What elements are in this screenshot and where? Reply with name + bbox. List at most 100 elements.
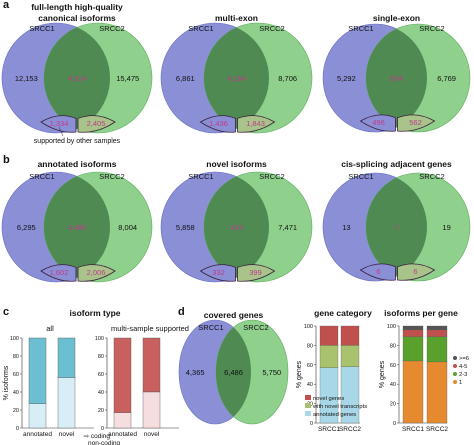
venn-5-title: novel isoforms xyxy=(206,159,267,169)
venn-1-title-line2: canonical isoforms xyxy=(38,13,116,23)
venn-1-supported-right-count: 2,405 xyxy=(87,119,106,128)
venn-6-supported-left xyxy=(359,263,396,281)
venn-4-set1-label: SRCC1 xyxy=(29,172,54,181)
venn-7-overlap-count: 6,486 xyxy=(224,368,243,377)
isoform-type-bar-1-annotated-coding xyxy=(28,337,47,404)
venn-5-overlap-count: 433 xyxy=(230,223,243,232)
venn-7-left-count: 4,365 xyxy=(186,368,205,377)
chart-2-legend-swatch-1 xyxy=(453,364,457,368)
panel-letter-a: a xyxy=(3,0,10,11)
isoform-type-xlabel-2-0: annotated xyxy=(108,431,137,438)
venn-2-set1-label: SRCC1 xyxy=(188,24,213,33)
venn-3-set2-label: SRCC2 xyxy=(419,24,444,33)
venn-1-supported-left-count: 1,334 xyxy=(50,119,69,128)
isoform-type-title: isoform type xyxy=(69,308,120,318)
chart-2-bar-SRCC2-3 xyxy=(426,325,448,331)
venn-6-right-count: 19 xyxy=(442,223,450,232)
venn-2-supported-left xyxy=(199,115,236,133)
venn-4-set2-label: SRCC2 xyxy=(99,172,124,181)
venn-6-set2-label: SRCC2 xyxy=(419,172,444,181)
isoform-type-bar-1-novel-noncoding xyxy=(57,377,76,429)
venn-5-right-count: 7,471 xyxy=(278,223,297,232)
isoform-type-ytick-label-1-0: 0 xyxy=(16,426,19,432)
chart-2-ylabel: % genes xyxy=(379,360,386,388)
chart-1-bar-SRCC2-2 xyxy=(340,325,360,346)
chart-2-ytick-label-5: 100 xyxy=(387,324,396,330)
venn-2-supported-left-count: 1,436 xyxy=(209,119,228,128)
panel-letter-c: c xyxy=(3,306,9,318)
venn-2-overlap-count: 4,264 xyxy=(227,74,246,83)
isoform-type-ytick-label-1-5: 100 xyxy=(10,336,19,342)
venn-5 xyxy=(160,171,313,283)
isoform-type-bar-2-novel-coding xyxy=(142,337,161,393)
venn-6-set1-label: SRCC1 xyxy=(348,172,373,181)
venn-4-supported-right xyxy=(77,264,116,282)
venn-4-overlap xyxy=(44,172,110,282)
venn-4-overlap-count: 4,485 xyxy=(68,223,87,232)
chart-1-legend-swatch-1 xyxy=(305,403,311,408)
venn-5-left-count: 5,858 xyxy=(176,223,195,232)
venn-6-supported-right-count: 6 xyxy=(413,267,417,276)
isoform-type-ytick-label-1-2: 40 xyxy=(13,390,19,396)
chart-2-legend-label-2: 2-3 xyxy=(459,372,467,378)
isoform-type-bar-1-novel-coding xyxy=(57,337,76,378)
venn-3-set1-label: SRCC1 xyxy=(348,24,373,33)
panel-letter-b: b xyxy=(3,154,10,166)
chart-2-bar-SRCC1-2 xyxy=(402,329,424,337)
venn-7-set1-label: SRCC1 xyxy=(198,323,223,332)
venn-3-supported-left-count: 496 xyxy=(372,118,385,127)
venn-6-overlap xyxy=(366,173,427,281)
isoform-type-ytick-label-1-1: 20 xyxy=(13,408,19,414)
venn-1-title: full-length high-quality xyxy=(31,2,123,12)
venn-4-supported-left xyxy=(40,264,77,282)
isoform-type-ylabel: % isoforms xyxy=(3,365,10,400)
chart-2-bar-SRCC1-0 xyxy=(402,360,424,424)
venn-3-supported-right xyxy=(397,114,436,132)
chart-1-title: gene category xyxy=(314,308,372,318)
venn-4-supported-right-count: 2,006 xyxy=(87,268,106,277)
venn-1-right-count: 15,475 xyxy=(116,74,139,83)
venn-1-overlap-count: 4,914 xyxy=(68,74,87,83)
venn-1 xyxy=(1,22,153,137)
isoform-type-legend-coding: ⇨ coding xyxy=(84,433,111,440)
isoform-type-bar-2-novel-noncoding xyxy=(142,391,161,429)
chart-2-bar-SRCC1-1 xyxy=(402,336,424,362)
venn-3-supported-left xyxy=(359,114,396,132)
venn-5-supported-left xyxy=(199,264,236,282)
panel-letter-d: d xyxy=(178,306,185,318)
venn-6-overlap-count: 7 xyxy=(394,223,398,232)
chart-2-legend-label-0: >=6 xyxy=(459,356,469,362)
chart-1-bar-SRCC1-1 xyxy=(319,345,339,368)
isoform-type-group-2-title: multi-sample supported xyxy=(111,324,189,333)
venn-7-right-count: 5,750 xyxy=(262,368,281,377)
chart-2-bar-SRCC2-2 xyxy=(426,329,448,337)
chart-1-legend-label-0: novel genes xyxy=(313,396,344,402)
venn-7-title: covered genes xyxy=(204,310,264,320)
venn-1-left-count: 12,153 xyxy=(15,74,38,83)
chart-2-bar-SRCC1-3 xyxy=(402,325,424,331)
venn-5-supported-right xyxy=(237,264,276,282)
venn-1-supported-right xyxy=(77,115,116,133)
venn-5-supported-left-count: 332 xyxy=(212,268,225,277)
venn-1-overlap xyxy=(44,23,110,133)
chart-2-legend-label-1: 4-5 xyxy=(459,364,467,370)
venn-3-left-count: 5,292 xyxy=(337,74,356,83)
chart-1-ytick-label-0: 0 xyxy=(310,421,313,427)
venn-2-left-count: 6,861 xyxy=(176,74,195,83)
venn-4-right-count: 8,004 xyxy=(118,223,137,232)
isoform-type-xlabel-2-1: novel xyxy=(144,431,160,438)
chart-1-xlabel-1: SRCC2 xyxy=(339,426,361,433)
venn-3-title: single-exon xyxy=(373,13,420,23)
chart-2-title: isoforms per gene xyxy=(384,308,458,318)
chart-2-legend-label-3: 1 xyxy=(459,380,462,386)
venn-1-annotation: supported by other samples xyxy=(34,138,121,145)
chart-1-ytick-label-3: 60 xyxy=(307,363,313,369)
venn-3 xyxy=(322,23,471,133)
venn-4-title: annotated isoforms xyxy=(38,159,117,169)
chart-1-bar-SRCC2-1 xyxy=(340,345,360,367)
chart-2-ytick-label-4: 80 xyxy=(390,343,396,349)
venn-4 xyxy=(1,171,153,283)
venn-3-overlap-count: 654 xyxy=(390,74,403,83)
chart-2-legend-swatch-0 xyxy=(453,356,457,360)
